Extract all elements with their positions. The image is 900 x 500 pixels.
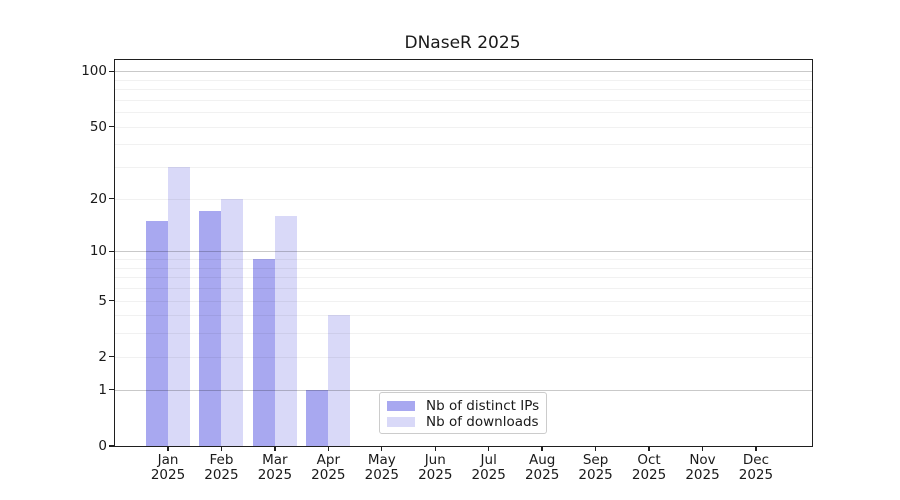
legend-label-distinct-ips: Nb of distinct IPs xyxy=(426,397,540,414)
x-tick-mar xyxy=(274,446,276,451)
x-tick-label-jan: Jan 2025 xyxy=(150,452,186,483)
x-tick-jul xyxy=(488,446,490,451)
bar-distinct-ips-apr xyxy=(306,389,329,446)
legend-label-downloads: Nb of downloads xyxy=(426,413,539,430)
x-tick-sep xyxy=(594,446,597,451)
x-tick-label-oct: Oct 2025 xyxy=(631,452,667,483)
gridline-minor-20 xyxy=(115,198,812,200)
y-tick-1 xyxy=(109,389,114,391)
x-tick-label-nov: Nov 2025 xyxy=(685,452,720,483)
bar-distinct-ips-jan xyxy=(146,220,168,446)
legend-entry-distinct-ips: Nb of distinct IPs xyxy=(387,397,540,414)
x-tick-jan xyxy=(167,446,169,451)
y-tick-label-1: 1 xyxy=(98,381,107,398)
legend: Nb of distinct IPs Nb of downloads xyxy=(379,392,547,434)
x-tick-label-feb: Feb 2025 xyxy=(204,452,239,483)
y-tick-20 xyxy=(109,198,114,200)
legend-swatch-distinct-ips xyxy=(387,400,415,411)
x-tick-apr xyxy=(327,446,330,451)
bar-downloads-feb xyxy=(221,198,244,446)
bar-distinct-ips-mar xyxy=(252,259,275,446)
y-tick-label-10: 10 xyxy=(89,243,107,260)
gridline-minor-50 xyxy=(115,126,812,128)
plot-area: Nb of distinct IPs Nb of downloads 0 1 2 5 1… xyxy=(81,59,813,483)
gridline-minor-90 xyxy=(115,79,812,81)
x-tick-label-aug: Aug 2025 xyxy=(524,452,560,483)
x-tick-aug xyxy=(541,446,543,451)
y-tick-label-20: 20 xyxy=(89,190,107,207)
bar-downloads-mar xyxy=(274,215,297,446)
chart-title: DNaseR 2025 xyxy=(404,33,521,53)
x-tick-feb xyxy=(220,446,223,451)
x-tick-label-sep: Sep 2025 xyxy=(578,452,613,483)
gridline-minor-30 xyxy=(115,167,812,169)
gridline-major-100 xyxy=(115,71,812,73)
y-tick-10 xyxy=(109,250,114,252)
y-tick-2 xyxy=(109,356,114,358)
y-tick-label-0: 0 xyxy=(98,438,107,454)
legend-entry-downloads: Nb of downloads xyxy=(387,413,539,430)
x-tick-label-may: May 2025 xyxy=(364,452,399,483)
x-tick-oct xyxy=(648,446,650,451)
x-tick-jun xyxy=(434,446,436,451)
x-tick-label-dec: Dec 2025 xyxy=(738,452,774,483)
y-tick-50 xyxy=(109,126,114,128)
legend-swatch-downloads xyxy=(387,416,415,427)
y-tick-label-100: 100 xyxy=(81,63,107,80)
gridline-minor-80 xyxy=(115,89,812,91)
gridline-minor-60 xyxy=(115,112,812,114)
y-tick-label-50: 50 xyxy=(89,118,107,135)
x-tick-label-apr: Apr 2025 xyxy=(311,452,346,483)
x-tick-dec xyxy=(755,446,757,451)
x-tick-label-jul: Jul 2025 xyxy=(471,452,506,483)
x-tick-label-jun: Jun 2025 xyxy=(418,452,453,483)
x-tick-may xyxy=(381,446,383,451)
bar-downloads-jan xyxy=(168,167,190,446)
y-tick-label-2: 2 xyxy=(98,348,107,365)
y-tick-5 xyxy=(109,299,114,302)
x-tick-label-mar: Mar 2025 xyxy=(257,452,293,483)
gridline-minor-70 xyxy=(115,99,812,101)
y-tick-0 xyxy=(109,445,114,447)
bar-distinct-ips-feb xyxy=(199,211,222,446)
y-tick-label-5: 5 xyxy=(98,292,107,309)
gridline-minor-40 xyxy=(115,144,812,146)
x-tick-nov xyxy=(701,446,704,451)
y-tick-100 xyxy=(109,70,114,72)
bar-downloads-apr xyxy=(328,315,351,446)
